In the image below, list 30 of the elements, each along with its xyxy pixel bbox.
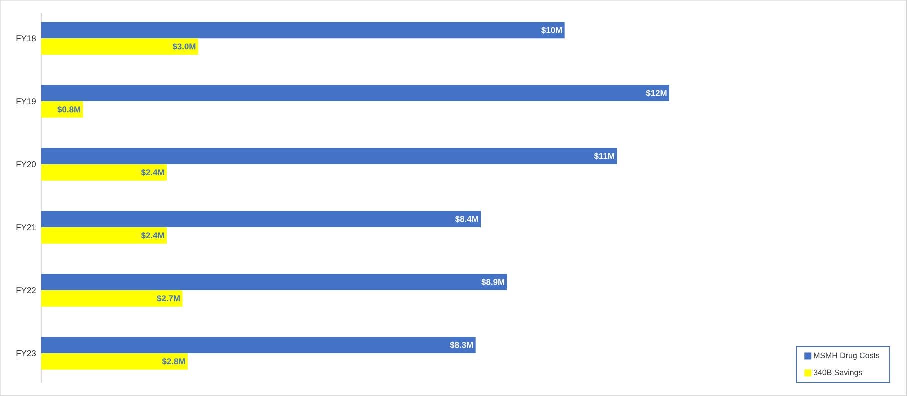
data-label: $2.8M xyxy=(162,358,186,365)
data-label: $8.9M xyxy=(482,278,504,286)
bar xyxy=(41,38,198,55)
bar xyxy=(41,210,482,228)
bar xyxy=(41,274,508,290)
data-label: $3.0M xyxy=(172,43,196,50)
y-tick-label: FY18 xyxy=(16,35,36,42)
bar xyxy=(41,148,618,164)
data-label: $2.4M xyxy=(141,169,164,176)
y-tick-label: FY21 xyxy=(16,224,36,230)
bar xyxy=(41,227,168,244)
bar xyxy=(41,164,168,181)
data-label: $8.3M xyxy=(450,342,474,348)
y-tick-label: FY22 xyxy=(16,287,36,294)
data-label: $11M xyxy=(594,152,614,160)
data-label: $8.4M xyxy=(455,216,478,223)
data-label: $0.8M xyxy=(58,106,80,113)
y-tick-label: FY23 xyxy=(16,350,36,356)
bar xyxy=(41,22,565,38)
bar xyxy=(41,84,670,102)
data-label: $2.7M xyxy=(157,295,180,302)
bar xyxy=(41,101,84,118)
bar xyxy=(41,336,476,354)
data-label: $10M xyxy=(542,26,562,34)
bar xyxy=(41,290,183,307)
data-label: $2.4M xyxy=(141,232,164,239)
y-tick-label: FY19 xyxy=(16,98,36,104)
y-tick-label: FY20 xyxy=(16,161,36,168)
bar xyxy=(41,353,188,370)
data-label: $12M xyxy=(646,90,667,97)
